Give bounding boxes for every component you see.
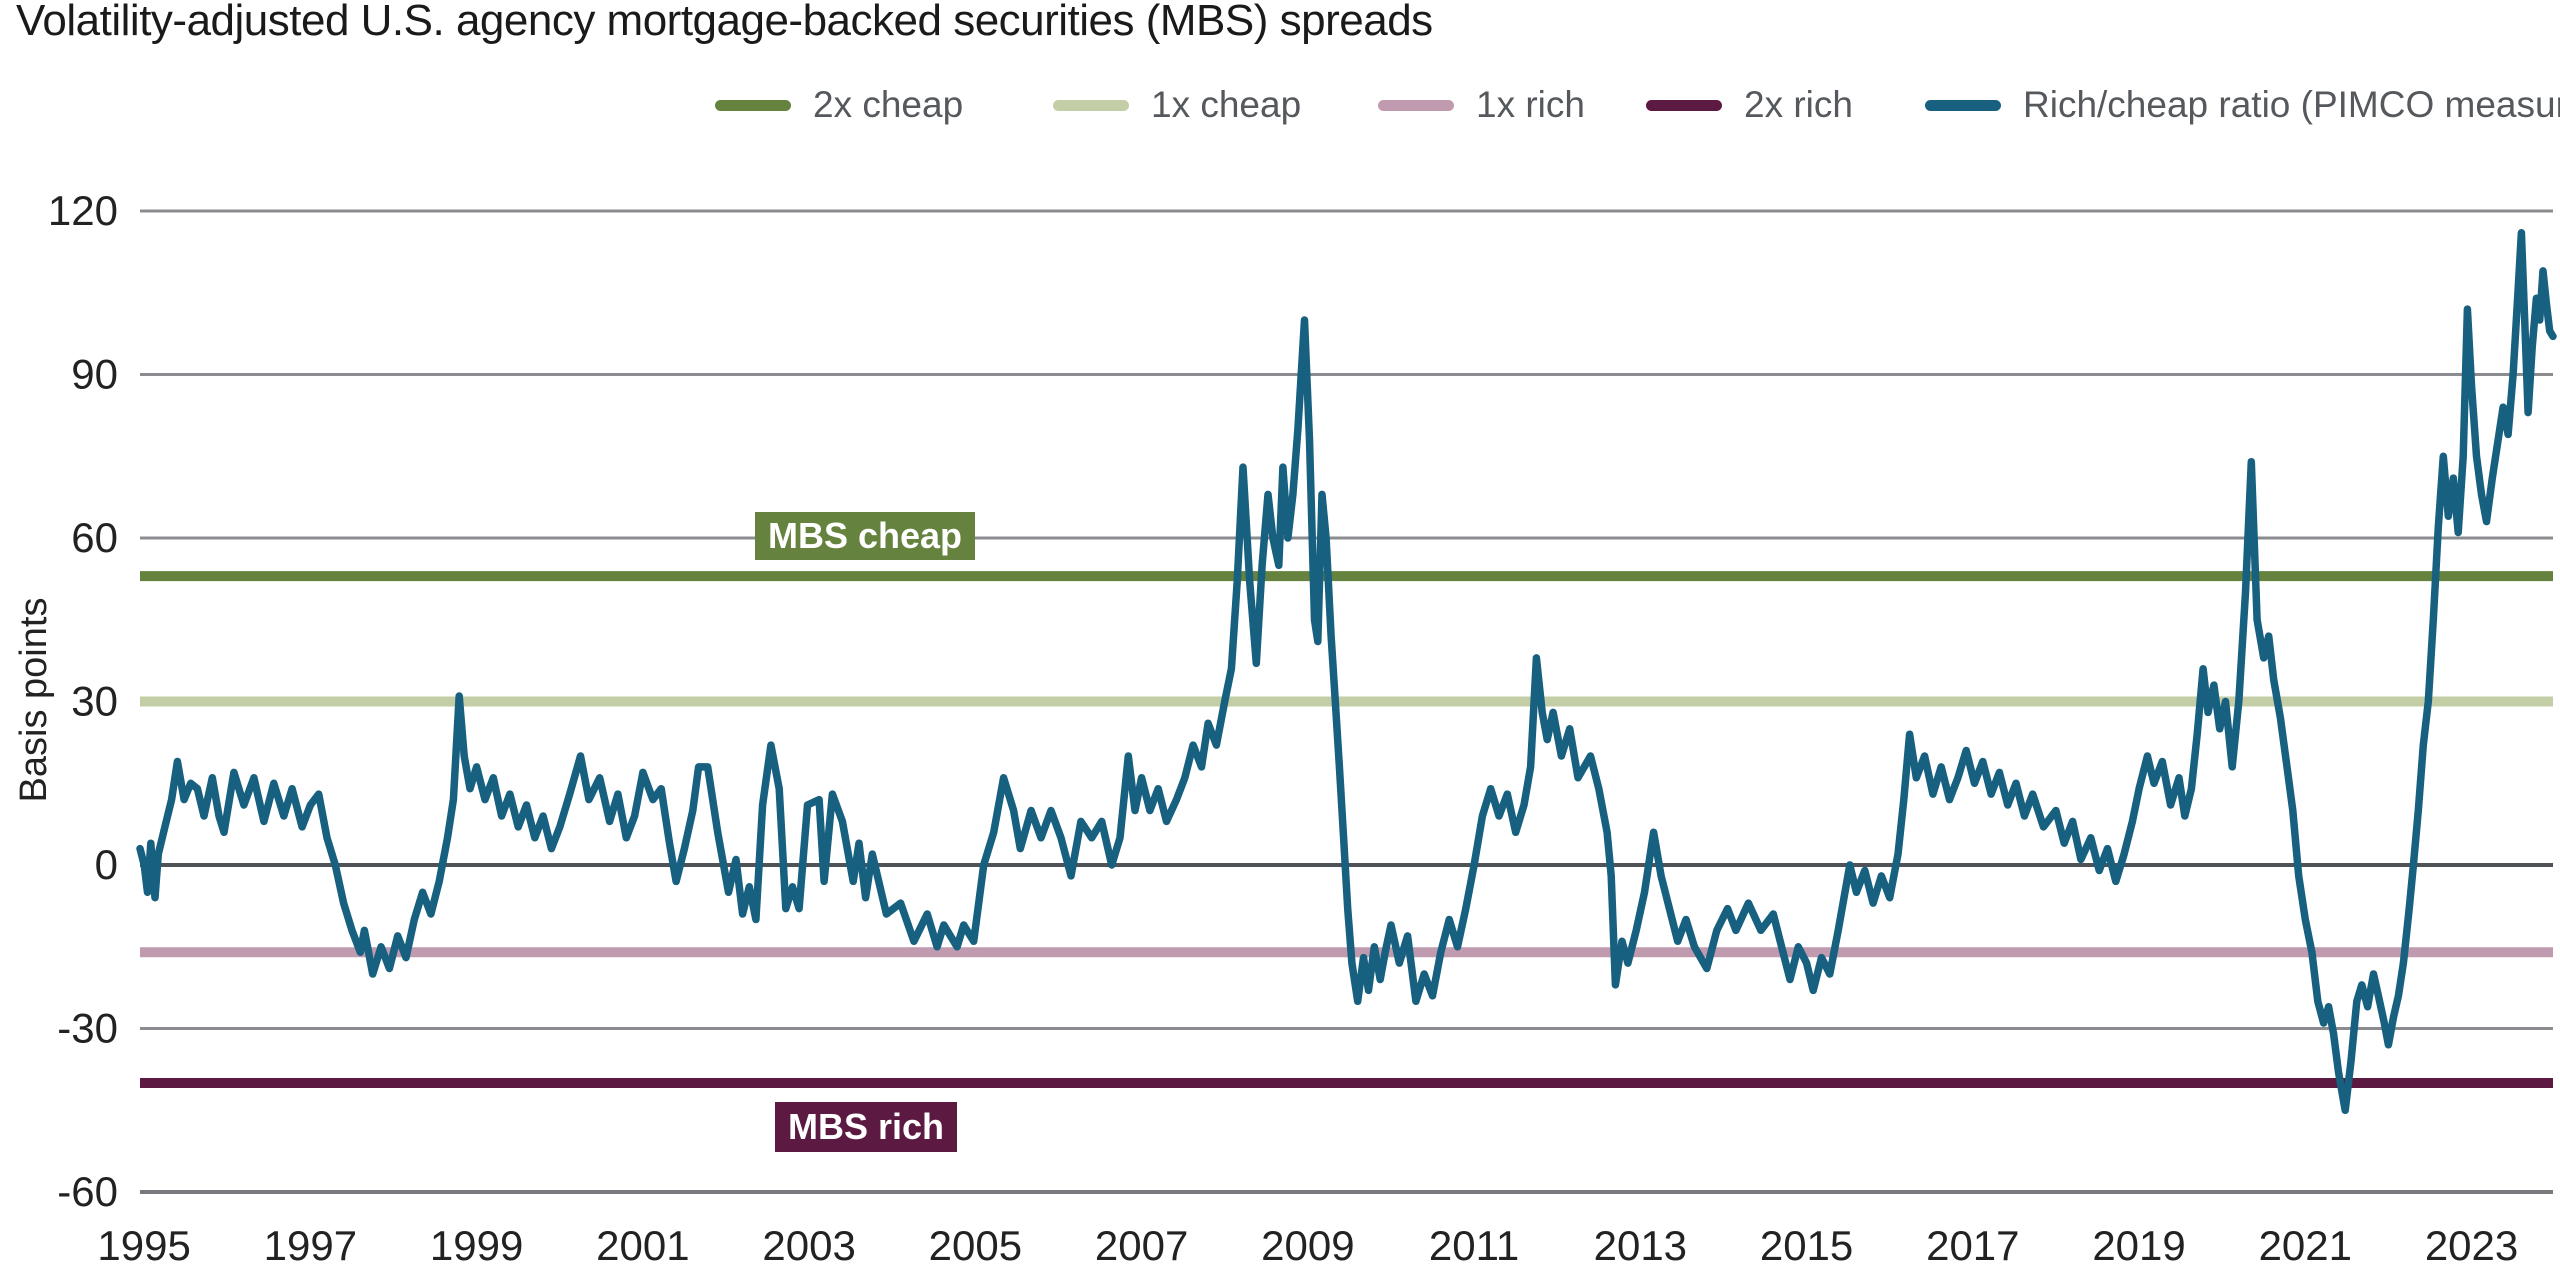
2x-cheap-swatch-icon [715,99,791,111]
chart-legend: 2x cheap 1x cheap 1x rich 2x rich Rich/c… [0,82,2560,128]
legend-label: 1x rich [1476,84,1585,125]
legend-item-1x-cheap: 1x cheap [1053,82,1301,128]
page-title: Volatility-adjusted U.S. agency mortgage… [16,0,1433,45]
x-tick-label: 2023 [2425,1222,2518,1269]
legend-item-1x-rich: 1x rich [1378,82,1585,128]
2x-rich-swatch-icon [1646,99,1722,111]
x-tick-label: 1999 [430,1222,523,1269]
x-tick-label: 2009 [1261,1222,1354,1269]
mbs-rich-badge-label: MBS rich [787,1106,945,1147]
1x-cheap-swatch-icon [1053,99,1129,111]
y-tick-label: 90 [71,351,118,398]
x-tick-label: 2011 [1429,1222,1519,1269]
mbs-cheap-badge: MBS cheap [755,512,975,560]
x-tick-label: 2001 [596,1222,689,1269]
x-tick-label: 2003 [762,1222,855,1269]
y-tick-label: 0 [95,841,118,888]
y-tick-label: -60 [57,1168,118,1215]
x-tick-label: 2005 [929,1222,1022,1269]
y-tick-label: 60 [71,514,118,561]
x-tick-label: 1997 [264,1222,357,1269]
x-tick-label: 1995 [97,1222,190,1269]
y-tick-label: 120 [48,187,118,234]
x-tick-label: 2019 [2092,1222,2185,1269]
legend-label: Rich/cheap ratio (PIMCO measure) [2023,84,2560,125]
legend-item-2x-rich: 2x rich [1646,82,1853,128]
rich-cheap-ratio-swatch-icon [1925,99,2001,111]
y-tick-label: 30 [71,678,118,725]
x-tick-label: 2015 [1760,1222,1853,1269]
x-tick-label: 2013 [1594,1222,1687,1269]
x-tick-label: 2007 [1095,1222,1188,1269]
legend-label: 2x rich [1744,84,1853,125]
legend-label: 1x cheap [1151,84,1302,125]
y-axis-label: Basis points [13,598,55,803]
legend-item-2x-cheap: 2x cheap [715,82,963,128]
1x-rich-swatch-icon [1378,99,1454,111]
legend-item-rich-cheap-ratio: Rich/cheap ratio (PIMCO measure) [1925,82,2560,128]
legend-label: 2x cheap [813,84,964,125]
y-tick-label: -30 [57,1005,118,1052]
x-tick-label: 2017 [1926,1222,2019,1269]
x-tick-label: 2021 [2259,1222,2352,1269]
rich-cheap-ratio-series-line [136,229,2557,1115]
mbs-cheap-badge-label: MBS cheap [767,515,963,556]
mbs-rich-badge: MBS rich [775,1102,957,1152]
